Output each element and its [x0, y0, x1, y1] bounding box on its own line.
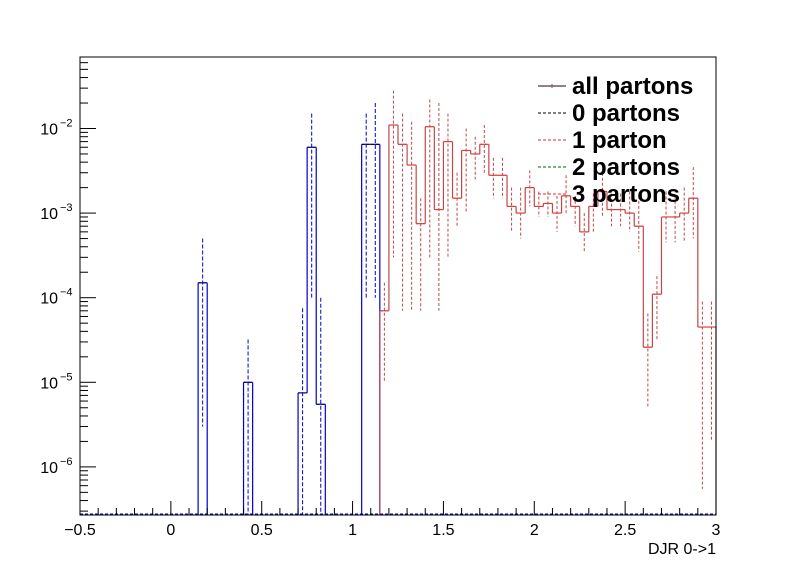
- series-0-partons: [197, 103, 381, 515]
- x-tick-label: 2.5: [614, 522, 636, 539]
- x-tick-label: 0.5: [251, 522, 273, 539]
- y-tick-label: 10: [40, 121, 58, 138]
- histogram-marks: [80, 90, 717, 515]
- y-tick-label: 10: [40, 460, 58, 477]
- x-tick-label: 2: [530, 522, 539, 539]
- legend-label: all partons: [572, 73, 693, 100]
- x-tick-label: 1.5: [432, 522, 454, 539]
- x-tick-label: 3: [712, 522, 721, 539]
- y-axis: 10−610−510−410−310−2: [40, 56, 96, 512]
- x-tick-label: 0: [166, 522, 175, 539]
- x-axis-title: DJR 0->1: [648, 541, 716, 558]
- y-tick-label: 10: [40, 375, 58, 392]
- x-tick-label: −0.5: [64, 522, 96, 539]
- x-tick-label: 1: [348, 522, 357, 539]
- y-tick-exponent: −5: [60, 371, 73, 383]
- y-tick-label: 10: [40, 291, 58, 308]
- series-1-parton: [379, 90, 717, 515]
- legend-label: 2 partons: [572, 154, 680, 181]
- y-tick-exponent: −3: [60, 202, 73, 214]
- legend-label: 1 parton: [572, 127, 667, 154]
- legend-label: 3 partons: [572, 181, 680, 208]
- x-axis: −0.5 0 0.5 1 1.5 2 2.5 3: [64, 501, 721, 539]
- plot-frame: [79, 56, 717, 516]
- y-tick-exponent: −4: [60, 287, 73, 299]
- y-tick-exponent: −2: [60, 117, 73, 129]
- legend-label: 0 partons: [572, 100, 680, 127]
- y-tick-exponent: −6: [60, 456, 73, 468]
- y-tick-label: 10: [40, 206, 58, 223]
